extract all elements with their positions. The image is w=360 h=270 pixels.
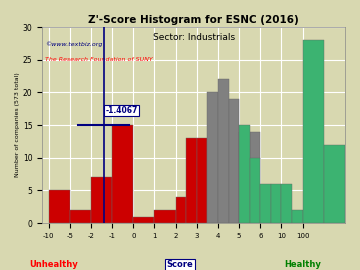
Bar: [229, 99, 239, 223]
Title: Z'-Score Histogram for ESNC (2016): Z'-Score Histogram for ESNC (2016): [88, 15, 299, 25]
Text: ©www.textbiz.org: ©www.textbiz.org: [45, 41, 103, 46]
Text: Score: Score: [167, 260, 193, 269]
Bar: [70, 210, 91, 223]
Bar: [239, 125, 250, 223]
Bar: [91, 177, 112, 223]
Bar: [282, 184, 292, 223]
Bar: [133, 217, 154, 223]
Bar: [49, 190, 70, 223]
Bar: [250, 158, 260, 223]
Bar: [260, 184, 271, 223]
Text: The Research Foundation of SUNY: The Research Foundation of SUNY: [45, 56, 153, 62]
Text: -1.4067: -1.4067: [105, 106, 138, 115]
Bar: [154, 210, 176, 223]
Text: Unhealthy: Unhealthy: [30, 260, 78, 269]
Bar: [218, 79, 229, 223]
Bar: [186, 138, 197, 223]
Bar: [303, 40, 324, 223]
Bar: [250, 132, 260, 223]
Bar: [239, 132, 250, 223]
Text: Healthy: Healthy: [284, 260, 321, 269]
Bar: [207, 92, 218, 223]
Bar: [197, 138, 207, 223]
Text: Sector: Industrials: Sector: Industrials: [153, 33, 235, 42]
Bar: [292, 210, 303, 223]
Bar: [176, 197, 186, 223]
Bar: [324, 145, 345, 223]
Bar: [112, 125, 133, 223]
Bar: [271, 184, 282, 223]
Y-axis label: Number of companies (573 total): Number of companies (573 total): [15, 73, 20, 177]
